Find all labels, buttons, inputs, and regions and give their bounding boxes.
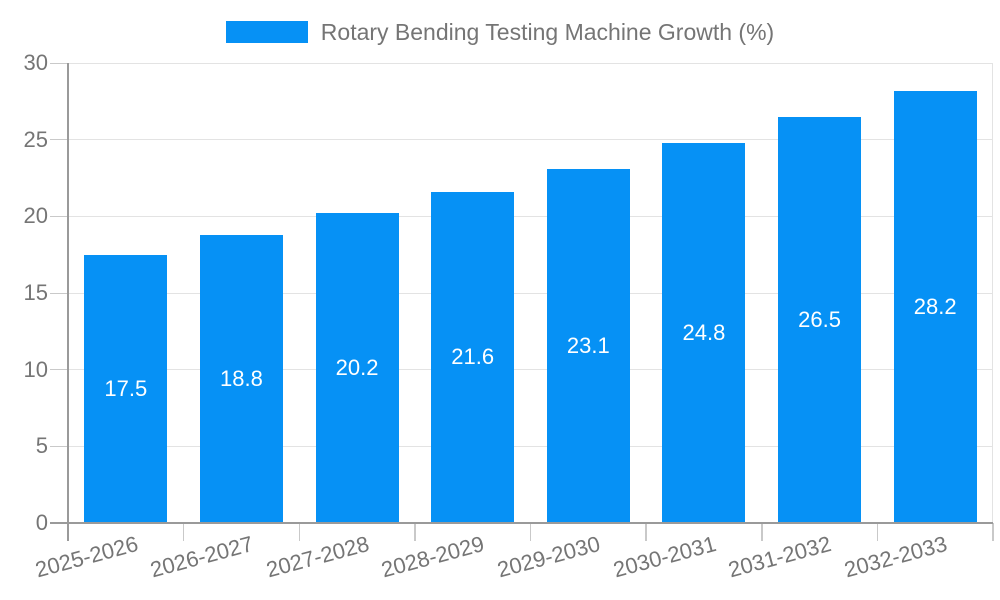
bar-value-label: 18.8 [220,365,263,391]
x-axis-tick [876,523,879,541]
x-axis-tick-label: 2031-2032 [725,531,835,583]
x-axis-tick [298,523,300,541]
x-axis-tick [645,523,647,541]
x-axis-tick [414,523,416,541]
bar[interactable]: 17.5 [84,254,168,523]
y-axis-tick [50,139,68,141]
bar-value-label: 21.6 [451,344,495,370]
legend[interactable]: Rotary Bending Testing Machine Growth (%… [0,19,1000,45]
x-axis-tick-label: 2029-2030 [494,531,603,583]
y-axis-tick-label: 20 [23,203,48,229]
bar-value-label: 24.8 [682,319,726,345]
bar[interactable]: 20.2 [315,213,399,523]
x-axis-tick [761,523,763,541]
x-axis-tick [992,523,994,541]
x-axis-tick-label: 2028-2029 [379,531,488,583]
x-axis-tick [182,523,185,541]
bar[interactable]: 18.8 [199,234,283,523]
y-axis-tick-label: 0 [35,510,48,535]
y-axis-tick-label: 10 [23,356,48,382]
x-axis-tick [529,523,532,541]
y-axis-line [67,63,69,541]
bar-value-label: 23.1 [566,332,610,358]
y-axis-tick-label: 30 [23,50,48,75]
x-axis-tick-label: 2032-2033 [841,531,950,583]
bar[interactable]: 23.1 [546,168,630,523]
bar-value-label: 17.5 [104,375,148,401]
x-axis-tick-label: 2027-2028 [263,531,372,583]
gridline [68,292,993,294]
bar[interactable]: 21.6 [431,191,515,523]
bar[interactable]: 26.5 [778,116,862,523]
plot-right-border [992,63,993,523]
bar-value-label: 28.2 [913,293,957,319]
y-axis-tick [50,445,68,447]
x-axis-tick-label: 2026-2027 [147,531,256,583]
y-axis-tick-label: 5 [35,433,48,459]
x-axis-tick-label: 2025-2026 [32,531,141,583]
y-axis-tick-label: 25 [23,126,48,152]
legend-swatch [225,21,308,43]
y-axis-tick [50,292,68,294]
x-axis-line [50,522,993,524]
gridline [68,445,993,447]
gridline [68,215,993,217]
bar-value-label: 20.2 [335,355,379,381]
y-axis-tick-label: 15 [23,280,48,305]
bar[interactable]: 24.8 [662,142,746,523]
plot-area: 0 5 10 15 20 25 30 17.5 18.8 20.2 21.6 23.1 24.8 26.5… [24,50,994,582]
x-axis-tick-label: 2030-2031 [610,531,719,583]
bar-value-label: 26.5 [798,306,841,332]
gridline [68,62,993,64]
bar[interactable]: 28.2 [893,90,977,523]
gridline [68,369,993,371]
legend-label: Rotary Bending Testing Machine Growth (%… [320,19,775,45]
y-axis-tick [50,369,68,371]
gridline [68,139,993,141]
y-axis-tick [50,215,68,217]
y-axis-tick [50,62,68,64]
